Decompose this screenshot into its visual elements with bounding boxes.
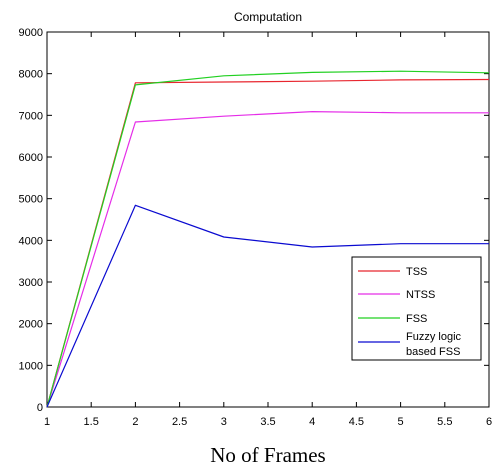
y-tick-label: 1000: [19, 360, 43, 372]
x-tick-label: 1: [44, 416, 50, 428]
legend-label: based FSS: [406, 346, 460, 358]
x-axis-label: No of Frames: [210, 443, 325, 467]
legend-label: FSS: [406, 313, 427, 325]
x-tick-label: 5.5: [437, 416, 452, 428]
x-tick-label: 3.5: [260, 416, 275, 428]
series-line-4: [46, 204, 489, 408]
x-tick-label: 5: [398, 416, 404, 428]
y-tick-label: 3000: [19, 277, 43, 289]
legend-label: NTSS: [406, 289, 435, 301]
y-tick-label: 5000: [19, 194, 43, 206]
y-tick-label: 9000: [19, 27, 43, 39]
x-tick-label: 3: [221, 416, 227, 428]
legend: TSS NTSS FSS Fuzzy logic based FSS: [351, 256, 482, 361]
x-tick-label: 2.5: [172, 416, 187, 428]
y-tick-label: 7000: [19, 110, 43, 122]
y-tick-label: 8000: [19, 69, 43, 81]
series-line-3: [46, 70, 490, 408]
y-tick-label: 0: [37, 402, 43, 414]
x-tick-label: 2: [132, 416, 138, 428]
series-line-2: [46, 110, 489, 408]
legend-box: [351, 256, 482, 361]
chart-title: Computation: [234, 10, 302, 24]
plot-area: 1 1.5 2 2.5 3 3.5 4 4.5 5 5.5 6 0 1000 2000 3000 4000 50…: [19, 27, 493, 428]
y-tick-label: 4000: [19, 235, 43, 247]
x-tick-label: 1.5: [84, 416, 99, 428]
x-tick-label: 4: [309, 416, 315, 428]
legend-label: TSS: [406, 266, 427, 278]
legend-label: Fuzzy logic: [406, 331, 462, 343]
y-tick-label: 6000: [19, 152, 43, 164]
x-tick-label: 6: [486, 416, 492, 428]
y-tick-label: 2000: [19, 319, 43, 331]
x-tick-label: 4.5: [349, 416, 364, 428]
